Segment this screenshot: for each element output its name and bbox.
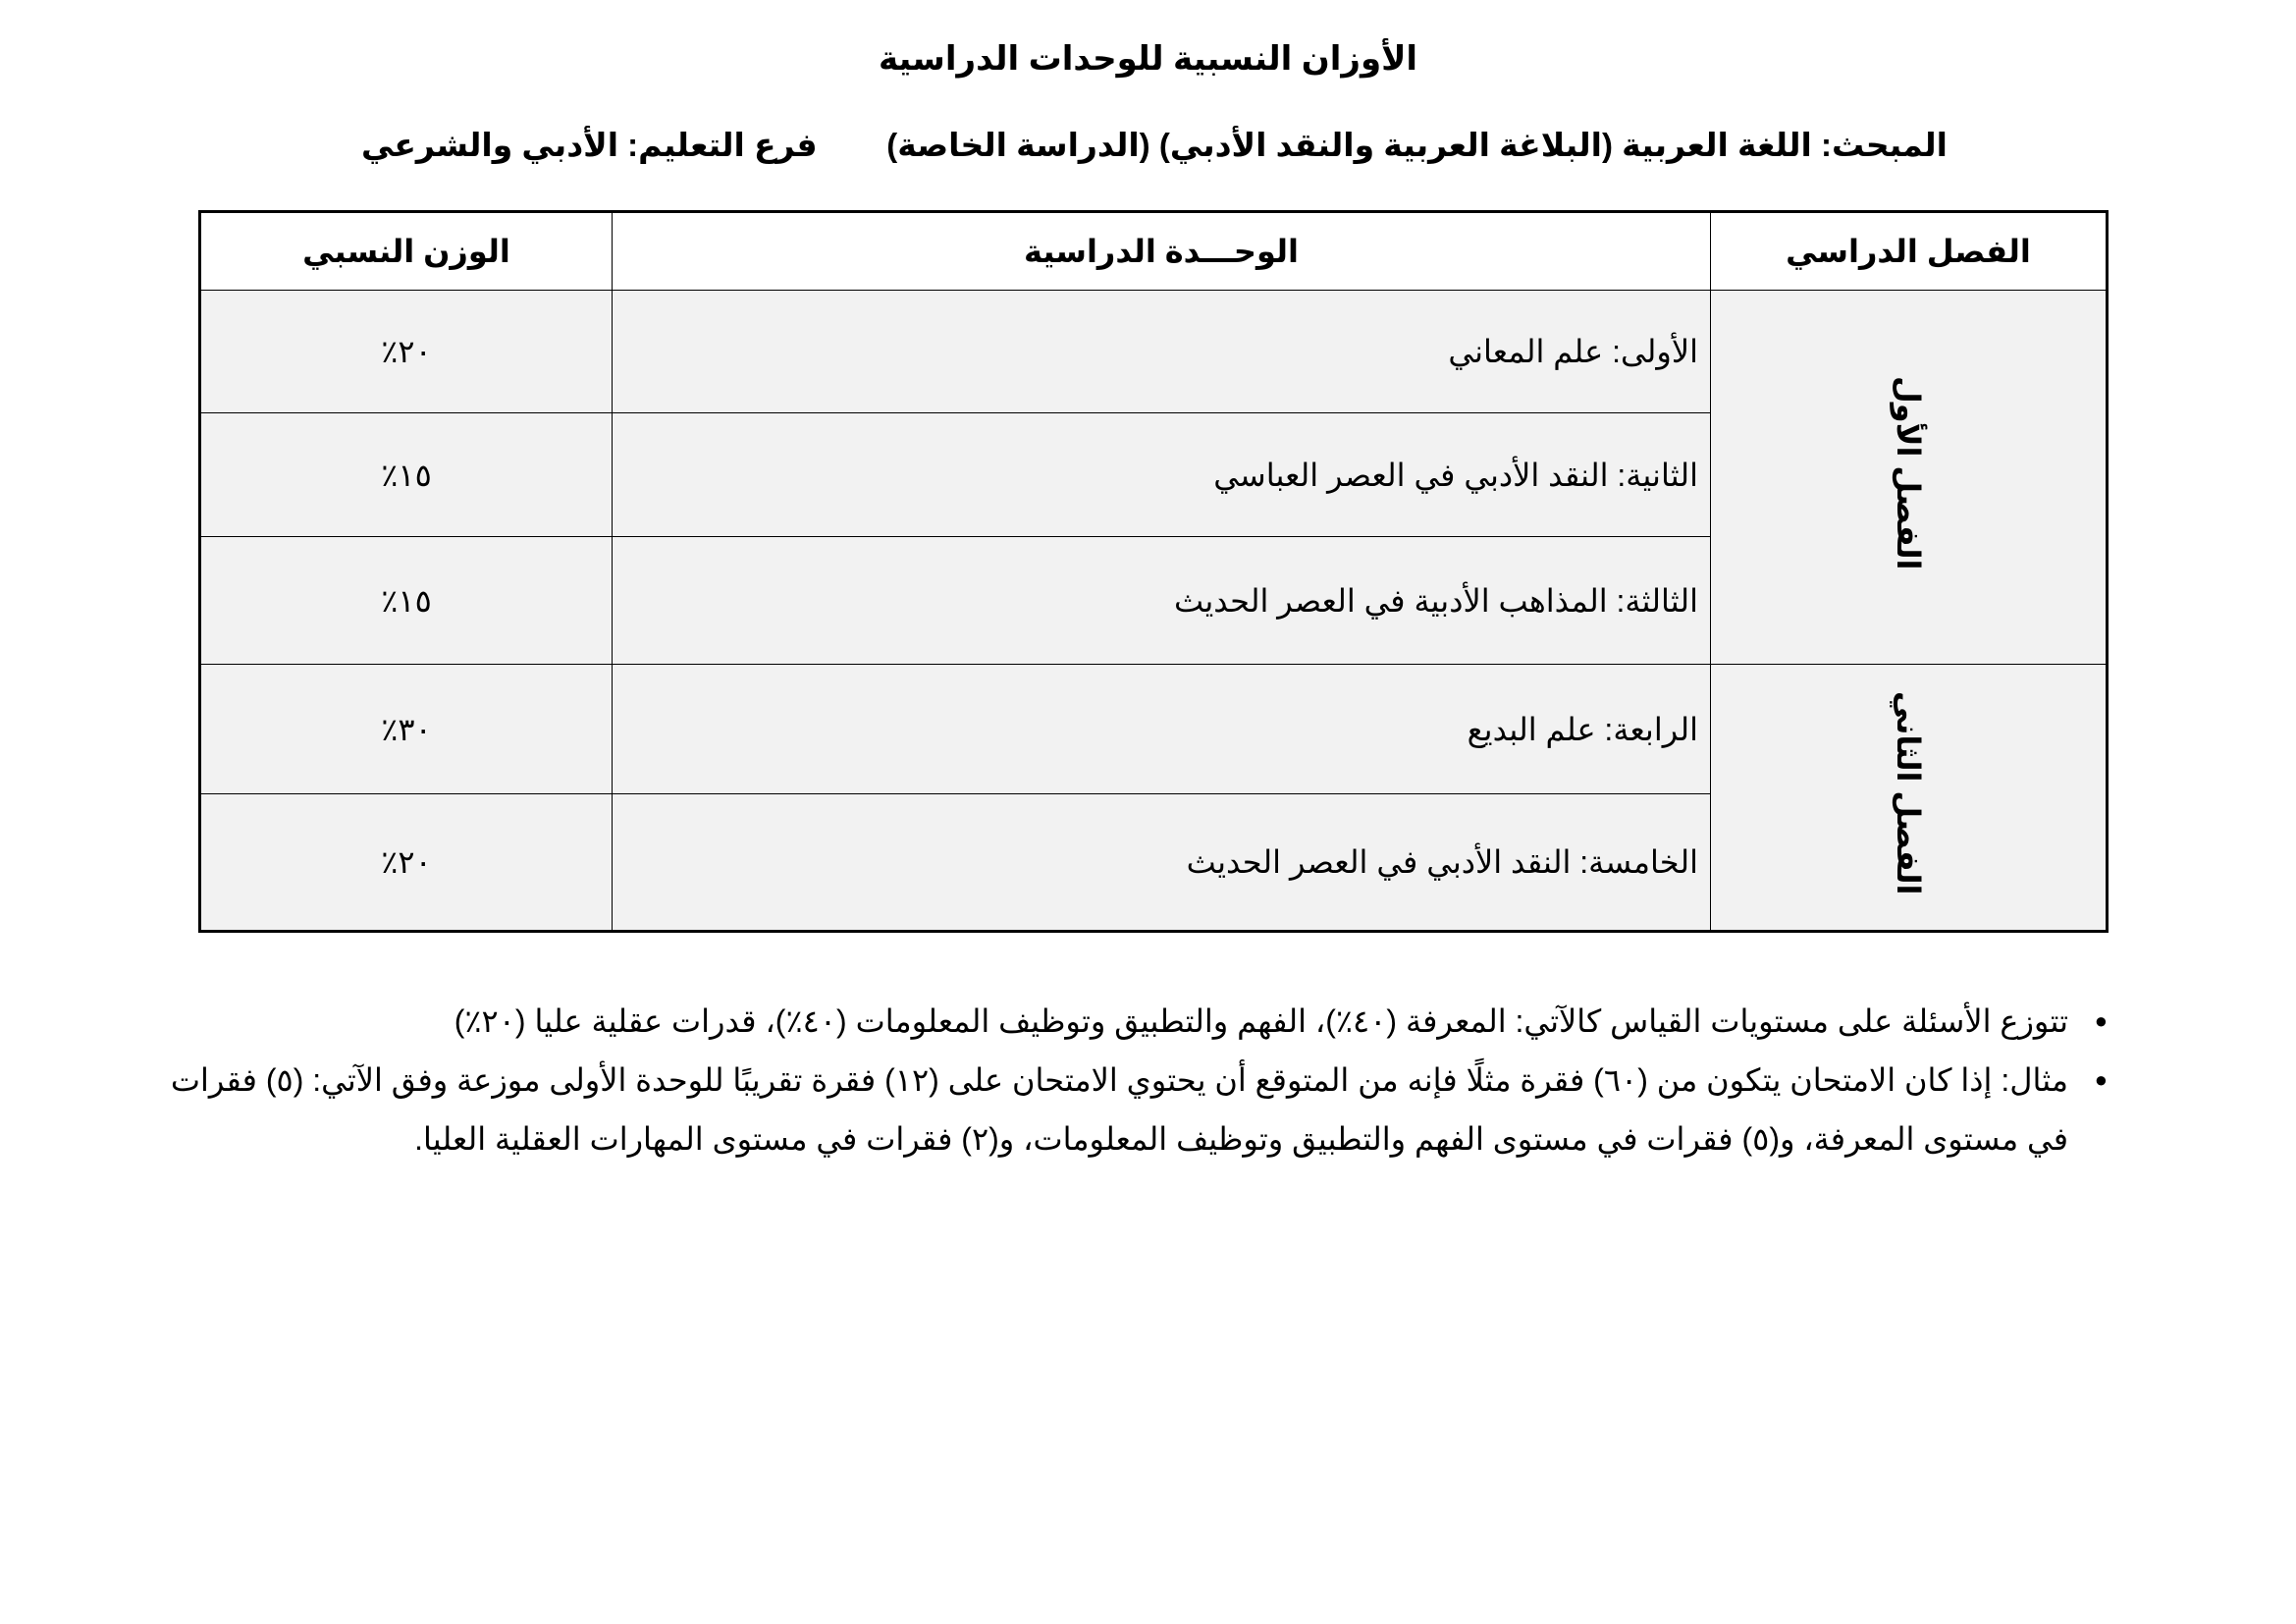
header-weight: الوزن النسبي xyxy=(199,211,613,291)
branch-label: فرع التعليم: الأدبي والشرعي xyxy=(361,127,818,163)
subject-label: المبحث: اللغة العربية (البلاغة العربية و… xyxy=(886,127,1948,163)
semester-cell: الفصل الأول xyxy=(1710,290,2108,665)
unit-cell: الثانية: النقد الأدبي في العصر العباسي xyxy=(612,412,1711,537)
table-row: الثالثة: المذاهب الأدبية في العصر الحديث… xyxy=(199,536,2108,665)
header-semester: الفصل الدراسي xyxy=(1710,211,2108,291)
weight-cell: ٢٠٪ xyxy=(199,290,613,413)
unit-cell: الخامسة: النقد الأدبي في العصر الحديث xyxy=(612,793,1711,932)
unit-cell: الرابعة: علم البديع xyxy=(612,664,1711,794)
table-row: الفصل الأول الأولى: علم المعاني ٢٠٪ xyxy=(199,290,2108,665)
note-item: تتوزع الأسئلة على مستويات القياس كالآتي:… xyxy=(159,992,2108,1051)
weights-table: الفصل الدراسي الوحـــدة الدراسية الوزن ا… xyxy=(198,210,2109,933)
note-item: مثال: إذا كان الامتحان يتكون من (٦٠) فقر… xyxy=(159,1051,2108,1168)
semester-label: الفصل الثاني xyxy=(1891,691,1926,895)
table-row: الفصل الثاني الرابعة: علم البديع ٣٠٪ xyxy=(199,664,2108,932)
unit-cell: الثالثة: المذاهب الأدبية في العصر الحديث xyxy=(612,536,1711,665)
page-title: الأوزان النسبية للوحدات الدراسية xyxy=(878,40,1418,78)
semester-label: الفصل الأول xyxy=(1891,376,1926,570)
table-header-row: الفصل الدراسي الوحـــدة الدراسية الوزن ا… xyxy=(199,211,2108,291)
unit-cell: الأولى: علم المعاني xyxy=(612,290,1711,413)
weight-cell: ١٥٪ xyxy=(199,412,613,537)
table-row: الثانية: النقد الأدبي في العصر العباسي ١… xyxy=(199,412,2108,537)
semester-cell: الفصل الثاني xyxy=(1710,664,2108,932)
header-unit: الوحـــدة الدراسية xyxy=(612,211,1711,291)
weight-cell: ٢٠٪ xyxy=(199,793,613,932)
table-row: الخامسة: النقد الأدبي في العصر الحديث ٢٠… xyxy=(199,793,2108,932)
notes-list: تتوزع الأسئلة على مستويات القياس كالآتي:… xyxy=(159,992,2108,1168)
weight-cell: ١٥٪ xyxy=(199,536,613,665)
weight-cell: ٣٠٪ xyxy=(199,664,613,794)
